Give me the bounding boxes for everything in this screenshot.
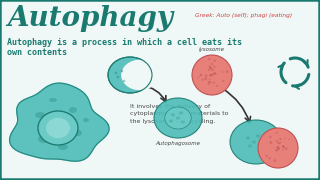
Circle shape (210, 74, 212, 76)
Circle shape (209, 65, 211, 68)
Circle shape (278, 148, 280, 150)
Circle shape (121, 70, 123, 72)
Text: It involves the delivery of
cytoplasmic waste materials to
the lysosome for recy: It involves the delivery of cytoplasmic … (130, 104, 228, 124)
Ellipse shape (58, 144, 68, 150)
Circle shape (269, 136, 271, 138)
Ellipse shape (252, 141, 256, 143)
Ellipse shape (169, 120, 173, 123)
Text: Autophagy is a process in which a cell eats its
own contents: Autophagy is a process in which a cell e… (7, 38, 242, 57)
Circle shape (208, 69, 210, 71)
Ellipse shape (179, 111, 183, 114)
Text: Greek: Auto (self); phagi (eating): Greek: Auto (self); phagi (eating) (195, 13, 292, 18)
Circle shape (192, 55, 232, 95)
Ellipse shape (246, 136, 250, 140)
Ellipse shape (74, 130, 82, 136)
Circle shape (208, 58, 211, 60)
Ellipse shape (83, 118, 89, 122)
Circle shape (276, 149, 278, 152)
Circle shape (213, 59, 216, 62)
Ellipse shape (165, 107, 191, 129)
Circle shape (209, 78, 211, 80)
Circle shape (222, 80, 224, 82)
Circle shape (273, 159, 276, 162)
Circle shape (210, 75, 212, 77)
Circle shape (208, 81, 211, 83)
Ellipse shape (121, 60, 159, 90)
Circle shape (277, 146, 279, 148)
Ellipse shape (181, 120, 185, 123)
Circle shape (276, 132, 277, 134)
Circle shape (211, 63, 213, 65)
Ellipse shape (69, 107, 77, 113)
Circle shape (282, 145, 284, 147)
Circle shape (266, 155, 268, 157)
Polygon shape (10, 83, 109, 161)
Ellipse shape (35, 112, 45, 118)
Text: Autophagosome: Autophagosome (156, 141, 201, 146)
Circle shape (202, 78, 204, 81)
Ellipse shape (262, 138, 266, 141)
Circle shape (288, 138, 290, 140)
Circle shape (276, 140, 278, 142)
Circle shape (222, 71, 223, 73)
Circle shape (277, 147, 279, 149)
Ellipse shape (38, 135, 50, 143)
Circle shape (208, 83, 209, 85)
Circle shape (209, 67, 212, 70)
Circle shape (277, 146, 279, 148)
Text: lysosome: lysosome (199, 47, 225, 52)
Circle shape (213, 73, 215, 75)
Circle shape (276, 146, 278, 148)
Circle shape (199, 74, 202, 76)
Circle shape (269, 141, 272, 144)
Circle shape (213, 66, 216, 68)
Circle shape (277, 142, 280, 144)
Circle shape (226, 70, 228, 73)
Circle shape (279, 142, 281, 144)
Circle shape (210, 81, 212, 83)
Ellipse shape (38, 111, 78, 145)
Ellipse shape (46, 118, 70, 138)
Circle shape (211, 74, 213, 76)
Ellipse shape (49, 98, 57, 102)
Circle shape (198, 76, 199, 78)
Circle shape (205, 75, 207, 77)
Circle shape (277, 147, 278, 148)
Circle shape (117, 76, 119, 78)
Ellipse shape (108, 57, 152, 93)
Circle shape (279, 138, 282, 140)
Ellipse shape (176, 116, 180, 120)
Ellipse shape (154, 98, 202, 138)
Circle shape (214, 73, 217, 75)
Circle shape (282, 149, 284, 151)
Circle shape (204, 77, 207, 80)
Circle shape (214, 72, 216, 74)
Circle shape (284, 147, 287, 150)
Ellipse shape (171, 114, 175, 116)
Circle shape (275, 149, 277, 151)
Circle shape (209, 74, 211, 76)
Circle shape (211, 74, 213, 76)
Circle shape (213, 82, 215, 84)
Ellipse shape (230, 120, 282, 164)
Circle shape (268, 157, 271, 159)
Ellipse shape (256, 134, 260, 138)
Circle shape (115, 72, 117, 74)
Circle shape (283, 147, 284, 148)
Ellipse shape (258, 145, 262, 148)
Circle shape (123, 80, 125, 82)
Circle shape (258, 128, 298, 168)
Circle shape (284, 138, 286, 139)
Circle shape (216, 85, 218, 87)
Text: Autophagy: Autophagy (7, 5, 173, 32)
Circle shape (212, 69, 214, 71)
Circle shape (282, 145, 284, 148)
Ellipse shape (248, 145, 252, 147)
